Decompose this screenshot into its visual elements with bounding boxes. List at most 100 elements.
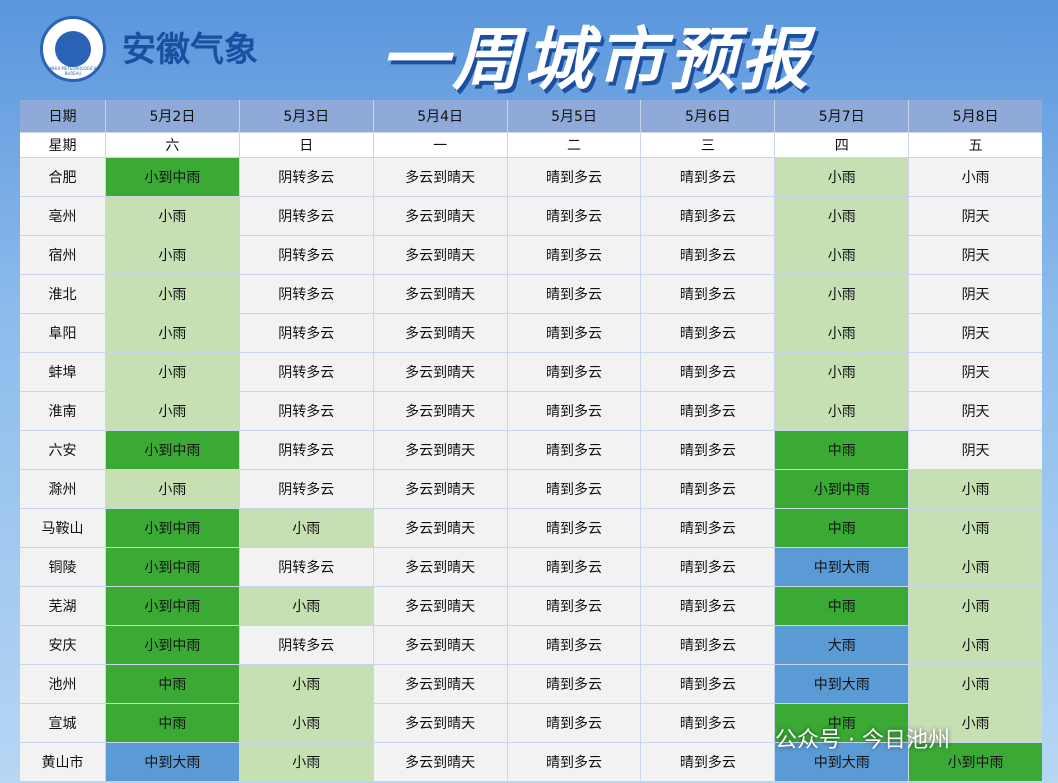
weather-cell: 多云到晴天 [373,470,507,508]
header-cell: 5月5日 [507,100,641,132]
weather-cell: 晴到多云 [641,470,775,508]
weather-cell: 晴到多云 [507,314,641,352]
weather-cell: 晴到多云 [641,509,775,547]
city-cell: 亳州 [20,197,105,235]
weather-cell: 中雨 [775,509,909,547]
weather-cell: 晴到多云 [641,353,775,391]
city-cell: 阜阳 [20,314,105,352]
weather-cell: 小雨 [775,158,909,196]
weather-cell: 小到中雨 [775,470,909,508]
weather-cell: 阴转多云 [239,158,373,196]
city-cell: 六安 [20,431,105,469]
weather-cell: 晴到多云 [507,470,641,508]
weather-cell: 多云到晴天 [373,158,507,196]
weather-cell: 小到中雨 [106,548,239,586]
weather-cell: 阴天 [909,197,1042,235]
weather-cell: 晴到多云 [507,158,641,196]
logo-text: ANHUI METEOROLOGICAL BUREAU [47,66,99,76]
city-cell: 池州 [20,665,105,703]
header-cell: 5月3日 [239,100,373,132]
weather-cell: 中雨 [775,431,909,469]
weather-cell: 小雨 [775,197,909,235]
forecast-table: 日期 5月2日 5月3日 5月4日 5月5日 5月6日 5月7日 5月8日 星期六日一二三四五合… [20,100,1042,781]
weather-cell: 晴到多云 [641,275,775,313]
weather-cell: 小雨 [775,314,909,352]
weather-cell: 晴到多云 [641,158,775,196]
weather-cell: 多云到晴天 [373,197,507,235]
weather-cell: 晴到多云 [641,548,775,586]
logo: ANHUI METEOROLOGICAL BUREAU [40,16,106,82]
weather-cell: 晴到多云 [641,236,775,274]
weather-cell: 晴到多云 [641,392,775,430]
weather-cell: 中雨 [106,704,239,742]
weather-cell: 多云到晴天 [373,626,507,664]
weather-cell: 多云到晴天 [373,275,507,313]
weather-cell: 小到中雨 [106,431,239,469]
header-cell: 5月2日 [106,100,239,132]
weather-cell: 晴到多云 [641,587,775,625]
weather-cell: 多云到晴天 [373,392,507,430]
weather-cell: 多云到晴天 [373,236,507,274]
weather-cell: 小雨 [239,665,373,703]
weather-cell: 大雨 [775,626,909,664]
weather-cell: 中到大雨 [106,743,239,781]
weather-cell: 小雨 [106,353,239,391]
weather-cell: 晴到多云 [507,743,641,781]
weather-cell: 小雨 [909,587,1042,625]
header-cell: 5月4日 [373,100,507,132]
weather-cell: 晴到多云 [507,197,641,235]
weather-cell: 晴到多云 [507,431,641,469]
weather-cell: 阴天 [909,275,1042,313]
weather-cell: 晴到多云 [641,197,775,235]
city-cell: 滁州 [20,470,105,508]
title: 一周城市预报 [380,21,813,100]
weather-cell: 中雨 [775,587,909,625]
weather-cell: 多云到晴天 [373,314,507,352]
weather-cell: 中到大雨 [775,548,909,586]
weather-cell: 小雨 [106,470,239,508]
weather-cell: 多云到晴天 [373,431,507,469]
weather-cell: 多云到晴天 [373,587,507,625]
weather-cell: 小雨 [775,392,909,430]
city-cell: 合肥 [20,158,105,196]
brand: 安徽气象 [122,30,258,70]
header-cell: 5月6日 [641,100,775,132]
weather-cell: 小雨 [909,470,1042,508]
weather-cell: 阴转多云 [239,314,373,352]
weather-cell: 晴到多云 [641,704,775,742]
watermark: 公众号 · 今日池州 [775,728,950,753]
weather-cell: 多云到晴天 [373,704,507,742]
weather-cell: 多云到晴天 [373,509,507,547]
weekday-cell: 星期 [20,133,105,157]
weather-cell: 小雨 [106,314,239,352]
weather-cell: 阴转多云 [239,197,373,235]
weather-cell: 阴转多云 [239,431,373,469]
weather-cell: 阴天 [909,236,1042,274]
weather-cell: 小雨 [909,509,1042,547]
weather-cell: 阴转多云 [239,275,373,313]
weather-cell: 小雨 [775,275,909,313]
weather-cell: 小雨 [909,626,1042,664]
weekday-cell: 三 [641,133,775,157]
weather-cell: 晴到多云 [641,665,775,703]
weather-cell: 晴到多云 [507,509,641,547]
city-cell: 淮北 [20,275,105,313]
weekday-cell: 二 [507,133,641,157]
city-cell: 宿州 [20,236,105,274]
weather-cell: 阴天 [909,314,1042,352]
weather-cell: 小雨 [909,704,1042,742]
weather-cell: 阴天 [909,392,1042,430]
weather-cell: 晴到多云 [507,626,641,664]
weather-cell: 小雨 [775,353,909,391]
weather-cell: 晴到多云 [507,548,641,586]
header-cell: 5月7日 [775,100,909,132]
weather-cell: 晴到多云 [641,626,775,664]
weather-cell: 晴到多云 [507,665,641,703]
weather-cell: 小到中雨 [106,509,239,547]
weather-cell: 晴到多云 [507,275,641,313]
weather-cell: 小雨 [909,548,1042,586]
header-cell: 日期 [20,100,105,132]
weather-cell: 晴到多云 [507,704,641,742]
weather-cell: 晴到多云 [507,392,641,430]
weekday-cell: 四 [775,133,909,157]
